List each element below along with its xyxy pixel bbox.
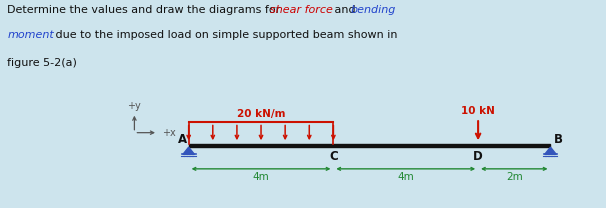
Text: 20 kN/m: 20 kN/m [237,109,285,119]
Text: moment: moment [7,30,54,40]
Polygon shape [183,147,195,154]
Text: figure 5-2(a): figure 5-2(a) [7,58,77,68]
Text: 4m: 4m [253,172,270,182]
Text: C: C [329,150,338,163]
Text: D: D [473,150,483,163]
Text: B: B [554,133,563,146]
Text: due to the imposed load on simple supported beam shown in: due to the imposed load on simple suppor… [52,30,398,40]
Text: 4m: 4m [398,172,414,182]
Text: and: and [331,5,359,15]
FancyBboxPatch shape [188,144,550,147]
Text: 2m: 2m [506,172,522,182]
Text: A: A [178,133,187,146]
Text: shear force: shear force [270,5,333,15]
Text: +x: +x [162,128,175,138]
Text: bending: bending [350,5,396,15]
Text: Determine the values and draw the diagrams for: Determine the values and draw the diagra… [7,5,284,15]
Text: +y: +y [127,101,141,111]
Polygon shape [545,147,556,154]
Text: 10 kN: 10 kN [461,106,495,116]
